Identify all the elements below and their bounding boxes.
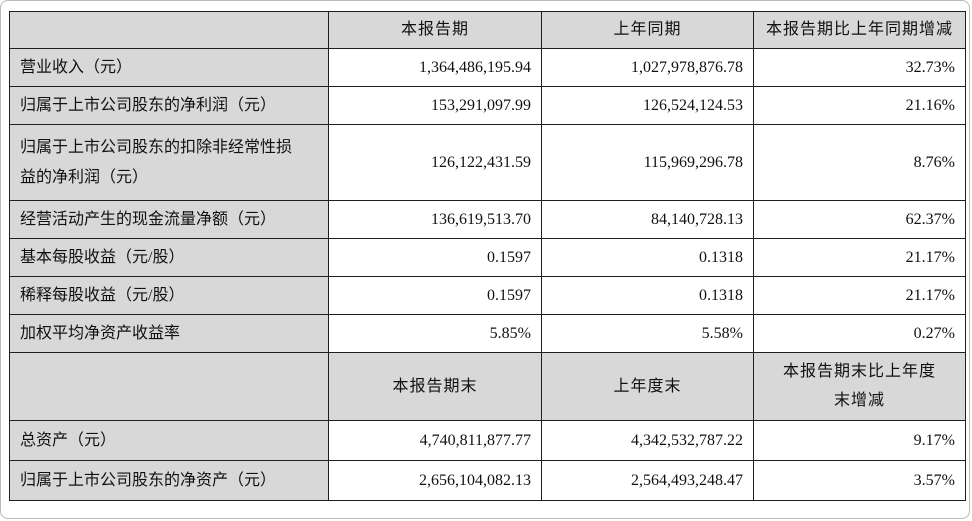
table-row: 本报告期 上年同期 本报告期比上年同期增减 [9, 11, 966, 49]
table-row: 总资产（元） 4,740,811,877.77 4,342,532,787.22… [9, 420, 966, 461]
col-header-year-end-change: 本报告期末比上年度末增减 [753, 352, 966, 421]
change-value-cell: 62.37% [753, 200, 966, 239]
col-header-prior-period: 上年同期 [541, 11, 754, 49]
prior-value-cell: 4,342,532,787.22 [541, 420, 754, 461]
change-value-cell: 8.76% [753, 124, 966, 201]
current-value-cell: 0.1597 [328, 276, 542, 315]
current-value-cell: 126,122,431.59 [328, 124, 542, 201]
metric-label-cell: 稀释每股收益（元/股） [9, 276, 329, 315]
current-value-cell: 4,740,811,877.77 [328, 420, 542, 461]
current-value-cell: 0.1597 [328, 238, 542, 277]
prior-value-cell: 126,524,124.53 [541, 86, 754, 125]
change-value-cell: 21.17% [753, 276, 966, 315]
current-value-cell: 136,619,513.70 [328, 200, 542, 239]
table-row: 归属于上市公司股东的净资产（元） 2,656,104,082.13 2,564,… [9, 460, 966, 501]
change-value-cell: 32.73% [753, 48, 966, 87]
col-header-prior-year-end: 上年度末 [541, 352, 754, 421]
metric-label-cell: 营业收入（元） [9, 48, 329, 87]
prior-value-cell: 115,969,296.78 [541, 124, 754, 201]
prior-value-cell: 0.1318 [541, 238, 754, 277]
table-row: 经营活动产生的现金流量净额（元） 136,619,513.70 84,140,7… [9, 200, 966, 239]
table-row: 基本每股收益（元/股） 0.1597 0.1318 21.17% [9, 238, 966, 277]
prior-value-cell: 1,027,978,876.78 [541, 48, 754, 87]
corner-header-cell [9, 352, 329, 421]
metric-label-cell: 经营活动产生的现金流量净额（元） [9, 200, 329, 239]
metric-label-cell: 归属于上市公司股东的净资产（元） [9, 460, 329, 501]
change-value-cell: 21.16% [753, 86, 966, 125]
change-value-cell: 9.17% [753, 420, 966, 461]
col-header-period-end: 本报告期末 [328, 352, 542, 421]
current-value-cell: 2,656,104,082.13 [328, 460, 542, 501]
change-value-cell: 21.17% [753, 238, 966, 277]
corner-header-cell [9, 11, 329, 49]
metric-label-cell: 总资产（元） [9, 420, 329, 461]
change-value-cell: 0.27% [753, 314, 966, 353]
current-value-cell: 5.85% [328, 314, 542, 353]
metric-label-cell: 加权平均净资产收益率 [9, 314, 329, 353]
prior-value-cell: 0.1318 [541, 276, 754, 315]
metric-label-cell: 归属于上市公司股东的扣除非经常性损益的净利润（元） [9, 124, 329, 201]
prior-value-cell: 2,564,493,248.47 [541, 460, 754, 501]
table-row: 本报告期末 上年度末 本报告期末比上年度末增减 [9, 352, 966, 421]
table-row: 加权平均净资产收益率 5.85% 5.58% 0.27% [9, 314, 966, 353]
col-header-current-period: 本报告期 [328, 11, 542, 49]
metric-label-cell: 归属于上市公司股东的净利润（元） [9, 86, 329, 125]
table-row: 稀释每股收益（元/股） 0.1597 0.1318 21.17% [9, 276, 966, 315]
prior-value-cell: 5.58% [541, 314, 754, 353]
financial-summary-table: 本报告期 上年同期 本报告期比上年同期增减 营业收入（元） 1,364,486,… [9, 11, 966, 501]
col-header-period-change: 本报告期比上年同期增减 [753, 11, 966, 49]
prior-value-cell: 84,140,728.13 [541, 200, 754, 239]
table-row: 归属于上市公司股东的净利润（元） 153,291,097.99 126,524,… [9, 86, 966, 125]
table-row: 归属于上市公司股东的扣除非经常性损益的净利润（元） 126,122,431.59… [9, 124, 966, 201]
table-row: 营业收入（元） 1,364,486,195.94 1,027,978,876.7… [9, 48, 966, 87]
current-value-cell: 1,364,486,195.94 [328, 48, 542, 87]
change-value-cell: 3.57% [753, 460, 966, 501]
metric-label-cell: 基本每股收益（元/股） [9, 238, 329, 277]
current-value-cell: 153,291,097.99 [328, 86, 542, 125]
